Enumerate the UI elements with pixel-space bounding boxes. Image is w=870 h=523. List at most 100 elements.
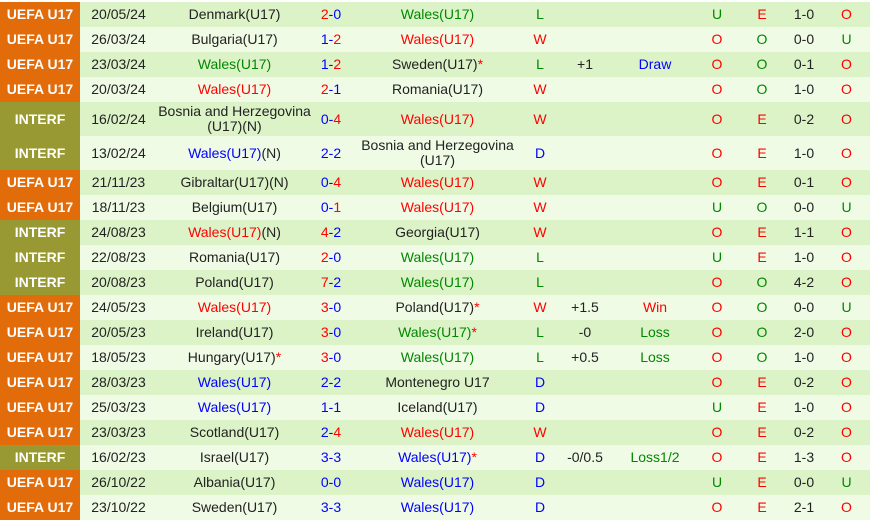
home-team[interactable]: Sweden(U17) xyxy=(192,500,278,515)
league-badge[interactable]: INTERF xyxy=(0,445,80,470)
home-team[interactable]: Wales(U17) xyxy=(198,300,271,315)
match-score[interactable]: 1-1 xyxy=(312,395,350,420)
match-score[interactable]: 4-2 xyxy=(312,220,350,245)
match-score[interactable]: 3-0 xyxy=(312,295,350,320)
away-team[interactable]: Wales(U17)* xyxy=(398,325,477,340)
match-score[interactable]: 0-0 xyxy=(312,470,350,495)
home-team-name[interactable]: Wales(U17) xyxy=(188,144,262,161)
league-badge[interactable]: UEFA U17 xyxy=(0,495,80,520)
away-team[interactable]: Poland(U17)* xyxy=(395,300,479,315)
home-team-name[interactable]: Wales(U17) xyxy=(197,299,272,315)
away-team[interactable]: Wales(U17) xyxy=(401,425,474,440)
match-score[interactable]: 3-3 xyxy=(312,445,350,470)
away-team[interactable]: Wales(U17) xyxy=(400,110,475,127)
league-badge[interactable]: UEFA U17 xyxy=(0,295,80,320)
home-team-name[interactable]: Belgium(U17) xyxy=(191,199,278,215)
home-team[interactable]: Scotland(U17) xyxy=(190,425,280,440)
away-team-name[interactable]: Wales(U17) xyxy=(398,449,472,465)
match-score[interactable]: 3-3 xyxy=(312,495,350,520)
home-team[interactable]: Gibraltar(U17)(N) xyxy=(180,175,288,190)
league-badge[interactable]: UEFA U17 xyxy=(0,170,80,195)
home-team[interactable]: Bosnia and Herzegovina (U17)(N) xyxy=(157,104,312,134)
away-team[interactable]: Wales(U17) xyxy=(401,200,474,215)
home-team-name[interactable]: Wales(U17) xyxy=(197,81,272,97)
home-team-name[interactable]: Wales(U17) xyxy=(188,224,262,240)
away-team-name[interactable]: Wales(U17) xyxy=(400,110,475,127)
home-team-name[interactable]: Bulgaria(U17) xyxy=(191,31,278,47)
away-team-name[interactable]: Wales(U17) xyxy=(400,31,475,47)
home-team[interactable]: Bulgaria(U17) xyxy=(191,32,277,47)
home-team[interactable]: Wales(U17) xyxy=(198,57,271,72)
away-team-name[interactable]: Wales(U17) xyxy=(400,249,475,265)
away-team[interactable]: Sweden(U17)* xyxy=(392,57,483,72)
match-score[interactable]: 2-0 xyxy=(312,245,350,270)
away-team-name[interactable]: Bosnia and Herzegovina (U17) xyxy=(361,137,514,168)
match-score[interactable]: 2-2 xyxy=(312,370,350,395)
home-team-name[interactable]: Sweden(U17) xyxy=(191,499,278,515)
match-score[interactable]: 2-1 xyxy=(312,77,350,102)
league-badge[interactable]: UEFA U17 xyxy=(0,395,80,420)
away-team-name[interactable]: Poland(U17) xyxy=(395,299,475,315)
league-badge[interactable]: UEFA U17 xyxy=(0,370,80,395)
away-team[interactable]: Wales(U17) xyxy=(401,500,474,515)
league-badge[interactable]: UEFA U17 xyxy=(0,2,80,27)
home-team[interactable]: Wales(U17)(N) xyxy=(188,225,281,240)
home-team-name[interactable]: Gibraltar(U17)(N) xyxy=(180,174,289,190)
away-team-name[interactable]: Wales(U17) xyxy=(400,349,475,365)
away-team-name[interactable]: Wales(U17) xyxy=(400,174,475,190)
away-team[interactable]: Wales(U17) xyxy=(401,275,474,290)
away-team[interactable]: Wales(U17)* xyxy=(398,450,477,465)
home-team-name[interactable]: Albania(U17) xyxy=(193,474,276,490)
league-badge[interactable]: INTERF xyxy=(0,102,80,136)
home-team-name[interactable]: Israel(U17) xyxy=(199,449,270,465)
away-team[interactable]: Georgia(U17) xyxy=(395,225,480,240)
home-team-name[interactable]: Scotland(U17) xyxy=(189,424,280,440)
match-score[interactable]: 3-0 xyxy=(312,320,350,345)
home-team-name[interactable]: Romania(U17) xyxy=(188,249,281,265)
home-team[interactable]: Albania(U17) xyxy=(194,475,276,490)
away-team[interactable]: Wales(U17) xyxy=(401,7,474,22)
match-score[interactable]: 1-2 xyxy=(312,52,350,77)
match-score[interactable]: 2-4 xyxy=(312,420,350,445)
match-score[interactable]: 3-0 xyxy=(312,345,350,370)
match-score[interactable]: 0-1 xyxy=(312,195,350,220)
home-team-name[interactable]: Ireland(U17) xyxy=(195,324,274,340)
home-team[interactable]: Belgium(U17) xyxy=(192,200,278,215)
away-team-name[interactable]: Georgia(U17) xyxy=(395,224,480,240)
away-team-name[interactable]: Wales(U17) xyxy=(400,274,475,290)
away-team[interactable]: Wales(U17) xyxy=(401,250,474,265)
away-team[interactable]: Bosnia and Herzegovina (U17) xyxy=(350,138,525,168)
league-badge[interactable]: INTERF xyxy=(0,270,80,295)
home-team[interactable]: Wales(U17)(N) xyxy=(188,144,281,161)
home-team-name[interactable]: Wales(U17) xyxy=(197,374,272,390)
match-score[interactable]: 0-4 xyxy=(312,170,350,195)
league-badge[interactable]: UEFA U17 xyxy=(0,320,80,345)
away-team[interactable]: Montenegro U17 xyxy=(385,375,489,390)
away-team-name[interactable]: Wales(U17) xyxy=(400,199,475,215)
away-team[interactable]: Wales(U17) xyxy=(401,475,474,490)
home-team[interactable]: Poland(U17) xyxy=(195,275,274,290)
league-badge[interactable]: INTERF xyxy=(0,220,80,245)
home-team-name[interactable]: Hungary(U17) xyxy=(187,349,276,365)
league-badge[interactable]: UEFA U17 xyxy=(0,420,80,445)
away-team-name[interactable]: Iceland(U17) xyxy=(397,399,478,415)
league-badge[interactable]: UEFA U17 xyxy=(0,27,80,52)
match-score[interactable]: 1-2 xyxy=(312,27,350,52)
league-badge[interactable]: UEFA U17 xyxy=(0,470,80,495)
away-team[interactable]: Iceland(U17) xyxy=(397,400,477,415)
home-team[interactable]: Romania(U17) xyxy=(189,250,280,265)
league-badge[interactable]: UEFA U17 xyxy=(0,52,80,77)
home-team-name[interactable]: Wales(U17) xyxy=(197,399,272,415)
match-score[interactable]: 7-2 xyxy=(312,270,350,295)
away-team[interactable]: Romania(U17) xyxy=(392,82,483,97)
away-team-name[interactable]: Wales(U17) xyxy=(400,424,475,440)
home-team[interactable]: Ireland(U17) xyxy=(196,325,274,340)
home-team[interactable]: Wales(U17) xyxy=(198,375,271,390)
away-team-name[interactable]: Wales(U17) xyxy=(398,324,472,340)
home-team[interactable]: Wales(U17) xyxy=(198,400,271,415)
away-team-name[interactable]: Sweden(U17) xyxy=(391,56,478,72)
home-team[interactable]: Hungary(U17)* xyxy=(188,350,281,365)
away-team-name[interactable]: Wales(U17) xyxy=(400,499,475,515)
home-team-name[interactable]: Wales(U17) xyxy=(197,56,272,72)
home-team-name[interactable]: Bosnia and Herzegovina (U17)(N) xyxy=(158,103,311,134)
